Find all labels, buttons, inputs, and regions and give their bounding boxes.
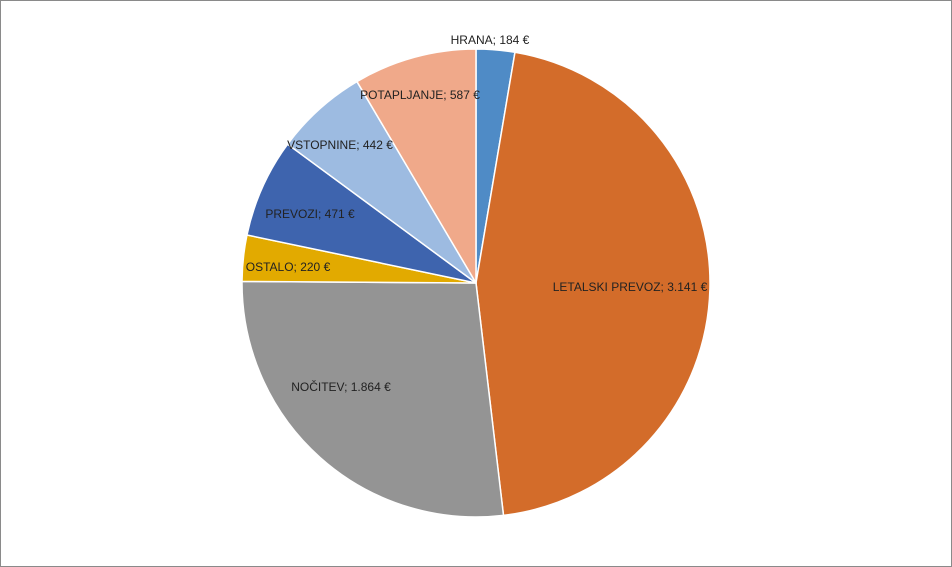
pie-slice: [355, 48, 477, 286]
data-label: OSTALO; 220 €: [246, 260, 331, 274]
data-label: NOČITEV; 1.864 €: [291, 379, 391, 394]
data-label: POTAPLJANJE; 587 €: [360, 88, 480, 102]
data-label: HRANA; 184 €: [451, 33, 530, 47]
pie-slice: [241, 280, 505, 518]
data-label: PREVOZI; 471 €: [265, 207, 355, 221]
data-label: LETALSKI PREVOZ; 3.141 €: [553, 280, 708, 294]
data-label: VSTOPNINE; 442 €: [287, 138, 393, 152]
pie-slice: [475, 51, 711, 517]
